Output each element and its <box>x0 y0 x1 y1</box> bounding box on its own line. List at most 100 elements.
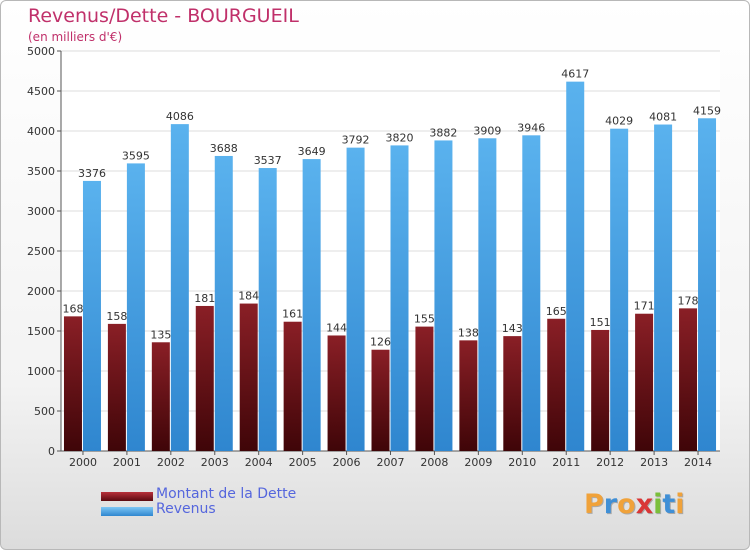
logo-letter: P <box>584 489 604 520</box>
bar-debt <box>415 326 434 451</box>
y-tick-label: 4500 <box>27 85 55 98</box>
data-label-revenue: 3595 <box>122 149 150 162</box>
legend-label-debt: Montant de la Dette <box>156 486 297 502</box>
data-label-revenue: 4159 <box>693 104 721 117</box>
data-label-revenue: 3649 <box>298 145 326 158</box>
data-label-debt: 184 <box>238 290 259 303</box>
data-label-revenue: 4617 <box>561 68 589 81</box>
logo-letter: i <box>675 489 685 520</box>
data-label-debt: 168 <box>62 302 83 315</box>
legend-label-revenue: Revenus <box>156 501 216 517</box>
logo-letter: o <box>617 489 636 520</box>
y-tick-label: 2000 <box>27 285 55 298</box>
chart-title: Revenus/Dette - BOURGUEIL <box>28 5 299 27</box>
data-label-revenue: 3376 <box>78 167 106 180</box>
bar-debt <box>591 329 610 451</box>
legend-swatch-debt <box>101 492 153 501</box>
bar-revenue <box>522 135 541 451</box>
x-tick-label: 2010 <box>508 456 536 469</box>
data-label-revenue: 3909 <box>473 124 501 137</box>
data-label-debt: 126 <box>370 336 391 349</box>
data-label-debt: 155 <box>414 313 435 326</box>
data-label-debt: 171 <box>634 300 655 313</box>
bar-debt <box>547 318 566 451</box>
x-tick-label: 2004 <box>245 456 273 469</box>
bar-debt <box>107 323 126 451</box>
chart-subtitle: (en milliers d'€) <box>28 30 123 44</box>
logo-letter: r <box>603 489 618 520</box>
bar-revenue <box>566 81 585 451</box>
x-tick-label: 2013 <box>640 456 668 469</box>
y-tick-label: 1000 <box>27 365 55 378</box>
bar-debt <box>459 340 478 451</box>
data-label-debt: 178 <box>678 294 699 307</box>
data-label-revenue: 3792 <box>342 134 370 147</box>
x-tick-label: 2012 <box>596 456 624 469</box>
data-label-debt: 151 <box>590 316 611 329</box>
x-tick-label: 2007 <box>377 456 405 469</box>
bar-debt <box>63 316 82 451</box>
x-tick-label: 2000 <box>69 456 97 469</box>
data-label-revenue: 3820 <box>386 131 414 144</box>
logo-letter: x <box>635 489 654 520</box>
bar-debt <box>283 321 302 451</box>
bar-revenue <box>258 168 277 452</box>
data-label-revenue: 4081 <box>649 111 677 124</box>
data-label-debt: 138 <box>458 326 479 339</box>
bar-debt <box>503 336 522 451</box>
data-label-revenue: 3882 <box>429 126 457 139</box>
y-tick-label: 3500 <box>27 165 55 178</box>
data-label-revenue: 3946 <box>517 121 545 134</box>
bar-revenue <box>434 140 453 451</box>
data-label-revenue: 4029 <box>605 115 633 128</box>
bar-revenue <box>170 124 189 452</box>
proxiti-logo: Proxiti <box>584 489 685 520</box>
bar-revenue <box>302 159 321 451</box>
bar-revenue <box>82 180 101 452</box>
data-label-revenue: 3688 <box>210 142 238 155</box>
y-tick-label: 5000 <box>27 45 55 58</box>
bar-revenue <box>126 163 145 451</box>
data-label-revenue: 3537 <box>254 154 282 167</box>
bar-debt <box>371 349 390 451</box>
bar-revenue <box>654 124 673 452</box>
y-tick-label: 4000 <box>27 125 55 138</box>
y-tick-label: 3000 <box>27 205 55 218</box>
x-tick-label: 2006 <box>333 456 361 469</box>
bar-debt <box>679 308 698 451</box>
bar-revenue <box>214 155 233 451</box>
y-tick-label: 0 <box>48 445 55 458</box>
data-label-debt: 181 <box>194 292 215 305</box>
x-tick-label: 2011 <box>552 456 580 469</box>
bar-debt <box>635 313 654 451</box>
legend-swatch-revenue <box>101 507 153 516</box>
x-tick-label: 2008 <box>420 456 448 469</box>
data-label-debt: 143 <box>502 322 523 335</box>
bar-revenue <box>698 118 717 451</box>
bar-revenue <box>610 128 629 451</box>
x-tick-label: 2002 <box>157 456 185 469</box>
logo-letter: t <box>662 489 676 520</box>
bar-revenue <box>346 147 365 451</box>
data-label-revenue: 4086 <box>166 110 194 123</box>
x-tick-label: 2009 <box>464 456 492 469</box>
y-tick-label: 500 <box>34 405 55 418</box>
bar-debt <box>239 303 258 451</box>
bar-debt <box>195 305 214 451</box>
data-label-debt: 144 <box>326 321 347 334</box>
bar-revenue <box>390 145 409 451</box>
data-label-debt: 135 <box>150 328 171 341</box>
y-tick-label: 1500 <box>27 325 55 338</box>
logo-letter: i <box>653 489 663 520</box>
x-tick-label: 2001 <box>113 456 141 469</box>
bar-revenue <box>478 138 497 451</box>
bar-debt <box>151 342 170 451</box>
data-label-debt: 158 <box>106 310 127 323</box>
x-tick-label: 2005 <box>289 456 317 469</box>
x-tick-label: 2003 <box>201 456 229 469</box>
y-tick-label: 2500 <box>27 245 55 258</box>
data-label-debt: 161 <box>282 308 303 321</box>
bar-debt <box>327 335 346 451</box>
